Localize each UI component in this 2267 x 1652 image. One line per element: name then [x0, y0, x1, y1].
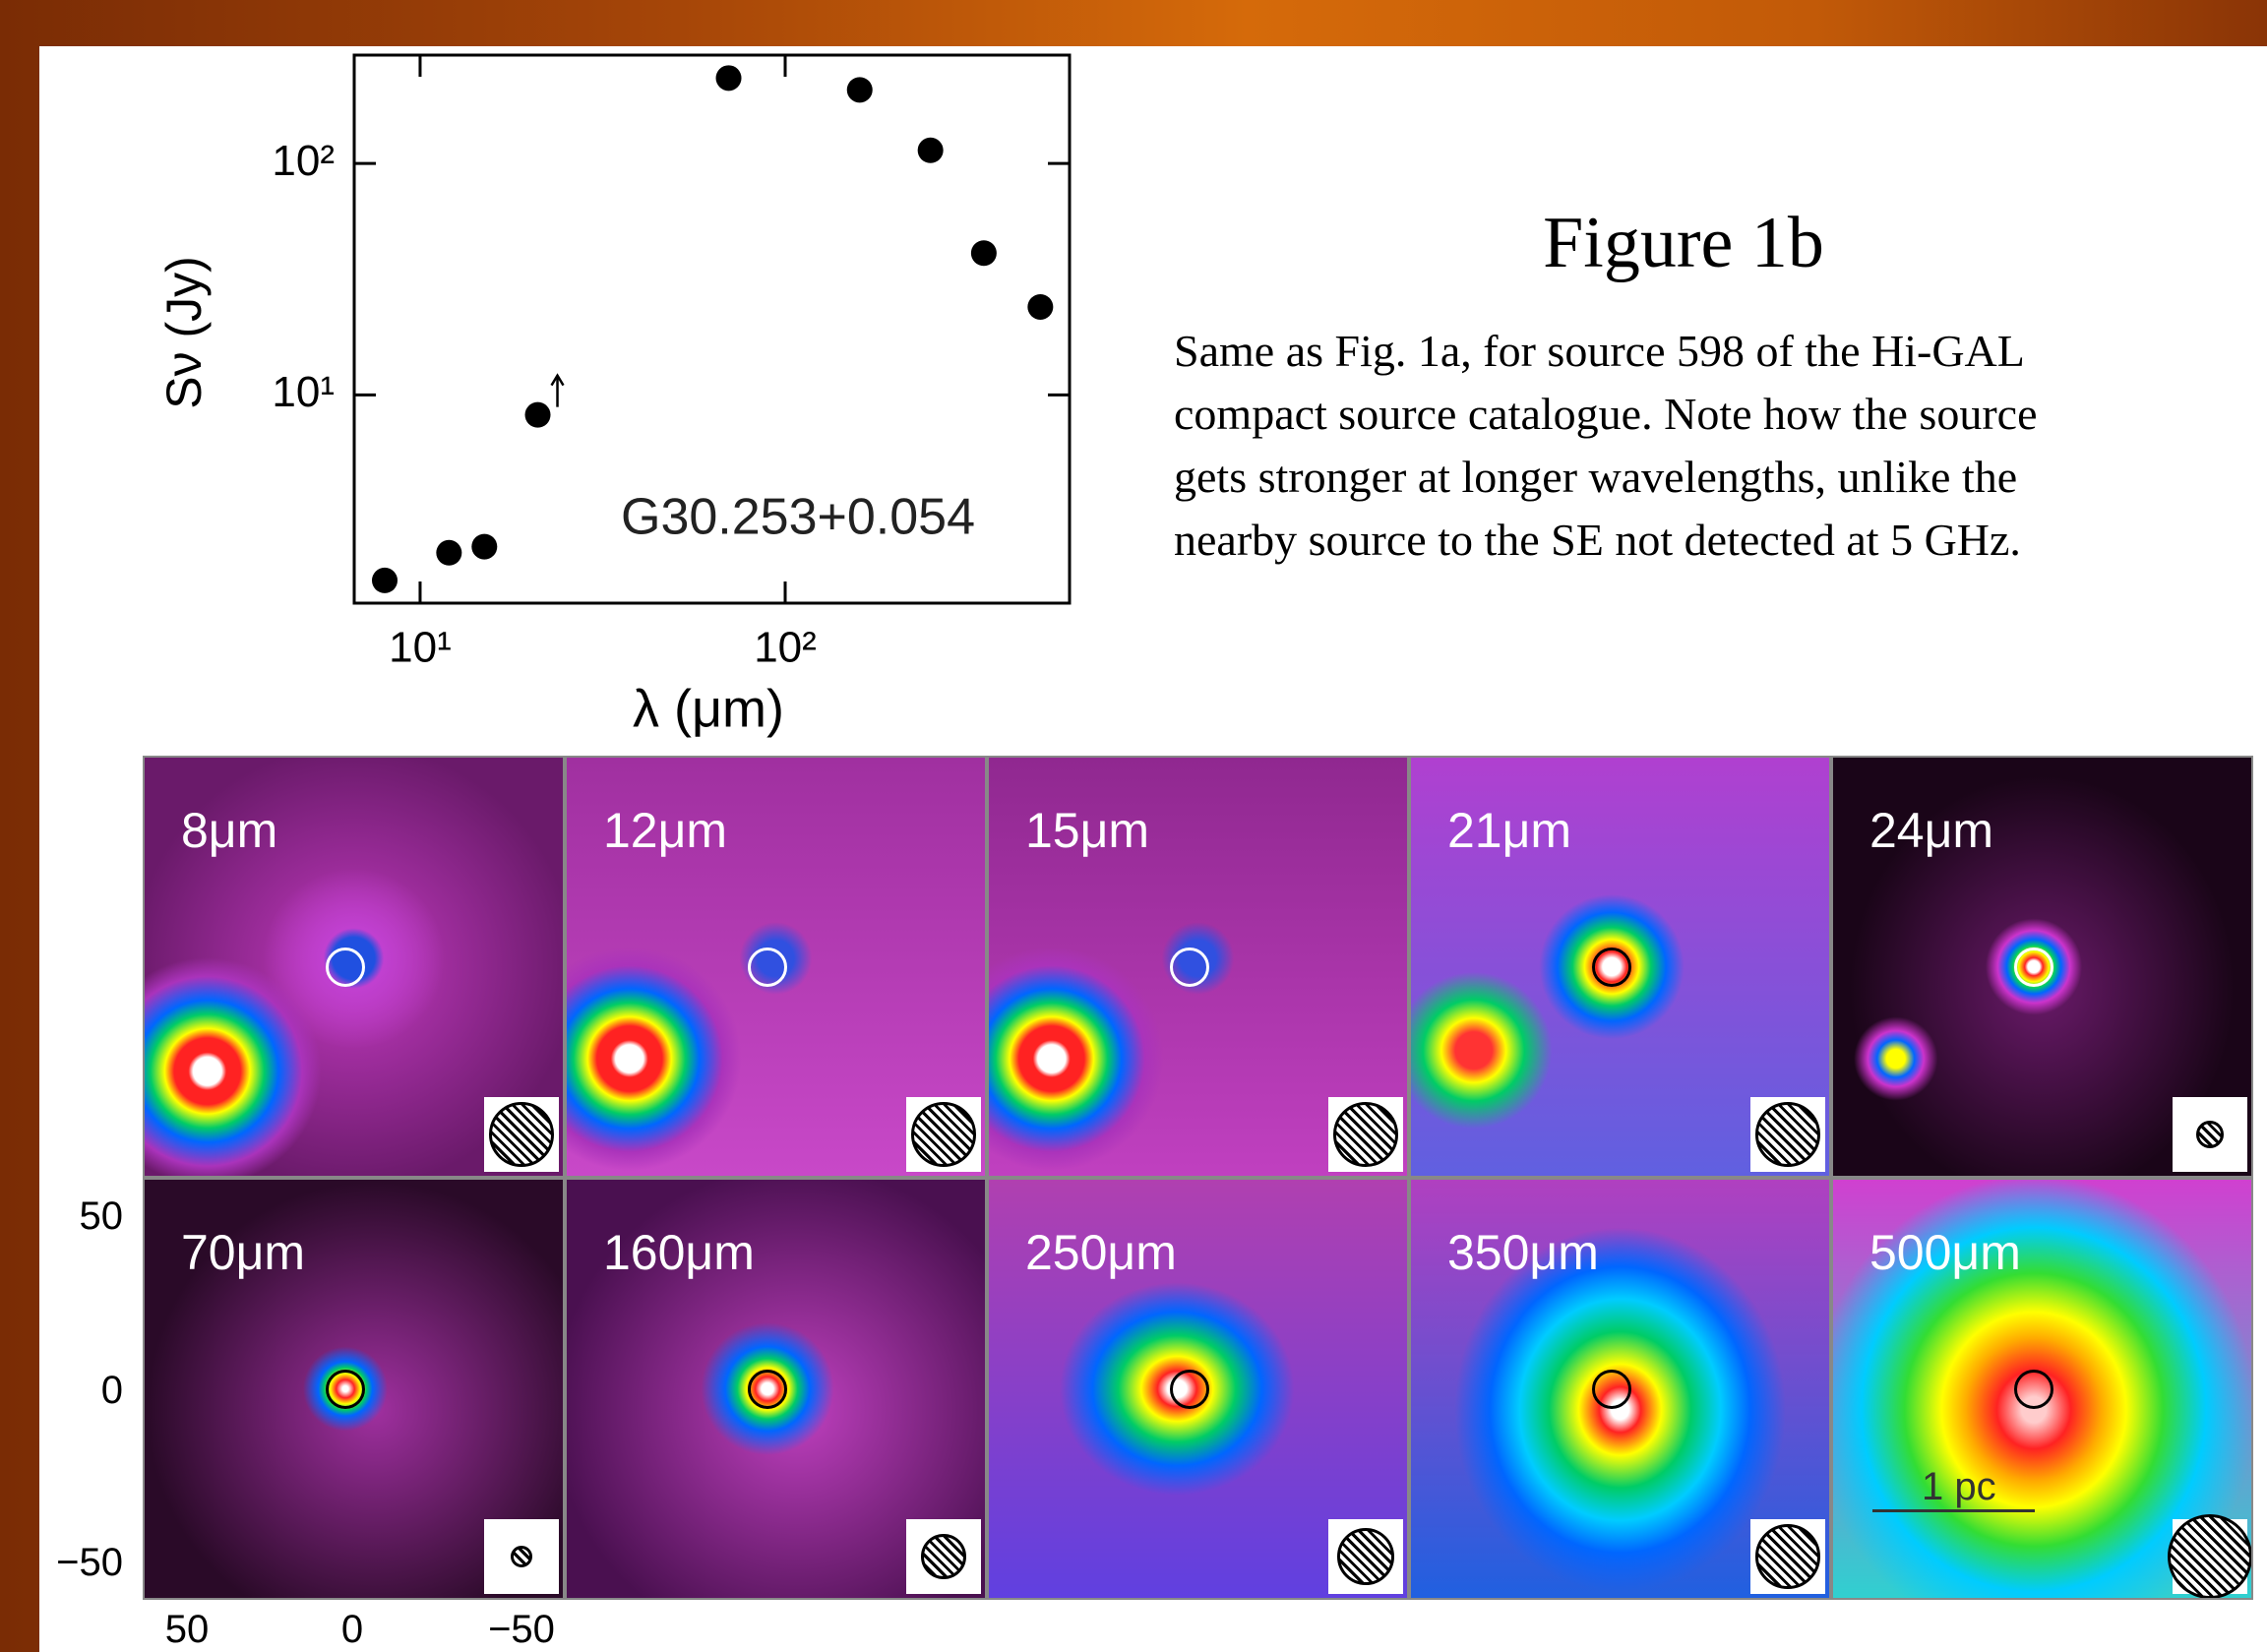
image-panel: 15μm — [987, 756, 1409, 1178]
panel-label: 12μm — [603, 802, 727, 859]
beam-box — [2173, 1519, 2247, 1594]
source-marker — [748, 1370, 787, 1409]
data-point — [525, 402, 551, 428]
beam — [921, 1534, 966, 1579]
panel-x-label: −50 — [488, 1608, 555, 1652]
panel-label: 24μm — [1869, 802, 1993, 859]
beam-box — [484, 1519, 559, 1594]
source-marker — [748, 948, 787, 987]
panel-label: 15μm — [1025, 802, 1149, 859]
panel-label: 8μm — [181, 802, 277, 859]
page: G30.253+0.054 Sν (Jy) λ (μm) 10¹ 10² 10¹ 10… — [0, 0, 2267, 1652]
source-marker — [1592, 1370, 1631, 1409]
beam — [1755, 1102, 1820, 1167]
panel-label: 350μm — [1447, 1224, 1599, 1281]
x-tick-label: 10¹ — [389, 624, 452, 672]
data-point — [847, 77, 873, 102]
caption-line: gets stronger at longer wavelengths, unl… — [1174, 446, 2037, 509]
beam-box — [1328, 1097, 1403, 1172]
panel-y-label: 0 — [101, 1369, 123, 1413]
beam — [1755, 1524, 1820, 1589]
data-point — [436, 540, 461, 566]
image-panel: 12μm — [565, 756, 987, 1178]
y-axis-label: Sν (Jy) — [156, 256, 212, 409]
panel-y-label: −50 — [56, 1541, 123, 1585]
beam — [2168, 1514, 2252, 1599]
scale-bar: 1 pc — [1872, 1509, 2035, 1512]
beam-box — [484, 1097, 559, 1172]
beam-box — [1750, 1519, 1825, 1594]
data-point — [918, 138, 944, 163]
x-axis-label: λ (μm) — [633, 679, 784, 738]
beam-box — [1328, 1519, 1403, 1594]
y-tick-label: 10² — [272, 137, 335, 185]
caption-line: compact source catalogue. Note how the s… — [1174, 383, 2037, 446]
beam-box — [906, 1097, 981, 1172]
beam-box — [1750, 1097, 1825, 1172]
beam-box — [906, 1519, 981, 1594]
image-panel: 24μm — [1831, 756, 2253, 1178]
source-marker — [326, 1370, 365, 1409]
panel-label: 160μm — [603, 1224, 755, 1281]
image-panel: 350μm — [1409, 1178, 1831, 1600]
panel-label: 70μm — [181, 1224, 305, 1281]
caption-line: Same as Fig. 1a, for source 598 of the H… — [1174, 320, 2037, 383]
data-point — [471, 534, 497, 560]
panel-x-label: 50 — [165, 1608, 210, 1652]
beam — [2196, 1121, 2224, 1148]
data-point — [1027, 294, 1053, 320]
panel-label: 500μm — [1869, 1224, 2021, 1281]
panel-y-label: 50 — [80, 1194, 124, 1239]
beam-box — [2173, 1097, 2247, 1172]
beam — [911, 1102, 976, 1167]
y-tick-label: 10¹ — [272, 368, 335, 416]
image-panel: 160μm — [565, 1178, 987, 1600]
source-marker — [1170, 948, 1209, 987]
beam — [1337, 1528, 1394, 1585]
image-panel: 500μm 1 pc — [1831, 1178, 2253, 1600]
image-panel: 70μm — [143, 1178, 565, 1600]
source-marker — [1592, 948, 1631, 987]
x-tick-label: 10² — [754, 624, 817, 672]
figure-title: Figure 1b — [1543, 202, 1824, 285]
source-marker — [2014, 1370, 2053, 1409]
image-panel: 8μm — [143, 756, 565, 1178]
scale-bar-label: 1 pc — [1922, 1465, 1996, 1509]
data-point — [372, 568, 398, 593]
data-point — [716, 65, 742, 91]
source-marker — [1170, 1370, 1209, 1409]
source-marker — [326, 948, 365, 987]
panel-label: 250μm — [1025, 1224, 1177, 1281]
panel-label: 21μm — [1447, 802, 1571, 859]
beam — [511, 1546, 532, 1567]
caption: Same as Fig. 1a, for source 598 of the H… — [1174, 320, 2037, 572]
image-panel: 21μm — [1409, 756, 1831, 1178]
panel-x-label: 0 — [341, 1608, 363, 1652]
beam — [1333, 1102, 1398, 1167]
source-marker — [2014, 948, 2053, 987]
annotation: G30.253+0.054 — [621, 489, 975, 546]
beam — [489, 1102, 554, 1167]
caption-line: nearby source to the SE not detected at … — [1174, 509, 2037, 572]
image-panel: 250μm — [987, 1178, 1409, 1600]
data-point — [971, 240, 997, 266]
